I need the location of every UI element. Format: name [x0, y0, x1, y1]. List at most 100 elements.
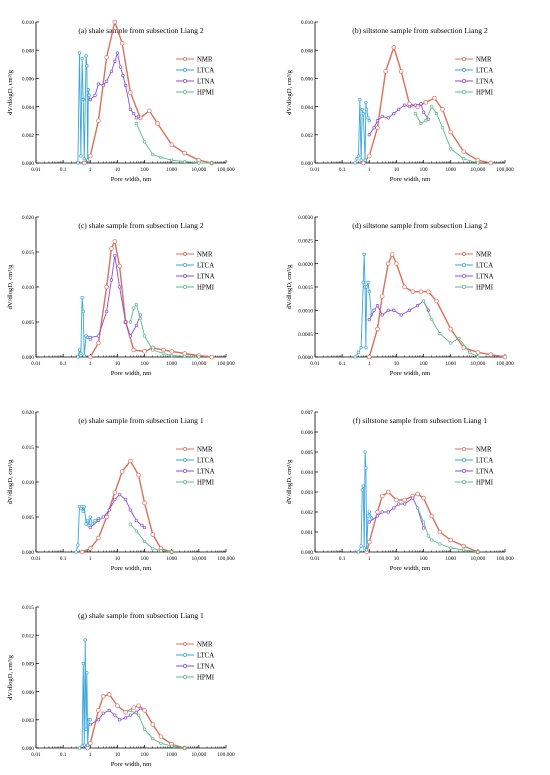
data-point — [367, 539, 372, 545]
x-tick-label: 10 — [115, 752, 121, 758]
data-point — [128, 713, 133, 717]
data-point — [421, 110, 426, 114]
legend-marker — [183, 68, 187, 72]
x-tick-label: 100,000 — [496, 556, 514, 562]
data-point — [128, 90, 133, 95]
data-point — [96, 518, 101, 523]
data-point — [96, 334, 101, 338]
data-point — [392, 111, 396, 116]
data-point — [364, 346, 368, 350]
data-point — [93, 93, 97, 97]
data-point — [402, 497, 407, 503]
y-tick-label: 0.0030 — [298, 215, 313, 221]
data-point — [399, 313, 403, 317]
y-tick-label: 0.000 — [22, 746, 34, 752]
y-tick-label: 0.000 — [22, 355, 34, 361]
chart-panel-e: (e) shale sample from subsection Liang 1… — [7, 410, 235, 572]
legend-item-ltca: LTCA — [176, 67, 214, 74]
data-point — [128, 107, 133, 112]
x-tick-label: 0.01 — [310, 556, 320, 562]
data-point — [360, 107, 364, 112]
y-tick-label: 0.010 — [22, 285, 34, 291]
series-hpmi — [413, 104, 480, 165]
x-tick-label: 1000 — [166, 752, 177, 758]
x-tick-label: 0.1 — [60, 556, 67, 562]
x-tick-label: 0.01 — [31, 752, 41, 758]
data-point — [147, 108, 152, 114]
chart-title: (e) shale sample from subsection Liang 1 — [78, 416, 203, 425]
x-tick-label: 10,000 — [191, 556, 206, 562]
series-line — [87, 693, 185, 749]
data-point — [88, 718, 92, 722]
data-point — [392, 308, 396, 312]
y-tick-label: 0.004 — [301, 105, 313, 111]
data-point — [136, 472, 141, 478]
legend-item-ltca: LTCA — [455, 67, 493, 74]
data-point — [402, 284, 407, 290]
legend-item-ltna: LTNA — [455, 273, 494, 280]
chart-title: (g) shale sample from subsection Liang 1 — [78, 611, 204, 620]
data-point — [386, 261, 391, 266]
data-point — [361, 160, 366, 166]
y-axis-label: dV/dlogD, cm³/g — [286, 459, 293, 505]
data-point — [159, 741, 163, 745]
x-tick-label: 10 — [115, 167, 121, 173]
series-ltca — [74, 504, 101, 554]
legend-item-hpmi: HPMI — [455, 479, 494, 486]
x-tick-label: 1 — [89, 556, 92, 562]
data-point — [476, 550, 480, 554]
data-point — [142, 349, 147, 354]
series-line — [135, 123, 212, 164]
series-ltna — [88, 51, 141, 120]
legend-item-ltna: LTNA — [176, 663, 215, 670]
data-point — [394, 261, 399, 266]
series-line — [79, 639, 91, 749]
y-tick-label: 0.012 — [22, 633, 34, 639]
data-point — [142, 334, 147, 338]
x-tick-label: 0.1 — [339, 556, 346, 562]
data-point — [353, 355, 357, 359]
series-nmr — [85, 692, 187, 751]
x-tick-label: 1000 — [166, 361, 177, 367]
data-point — [86, 88, 91, 92]
data-point — [367, 133, 371, 137]
x-tick-label: 1000 — [445, 556, 456, 562]
data-point — [359, 158, 363, 162]
data-point — [96, 535, 101, 541]
y-tick-label: 0.000 — [22, 550, 34, 556]
series-line — [81, 459, 172, 553]
data-point — [74, 550, 78, 554]
legend-marker — [183, 447, 187, 451]
data-point — [76, 161, 80, 165]
x-tick-label: 1 — [368, 167, 371, 173]
series-line — [417, 507, 478, 553]
data-point — [109, 69, 114, 73]
data-point — [170, 353, 174, 358]
x-tick-label: 1 — [89, 167, 92, 173]
data-point — [367, 153, 372, 159]
data-point — [429, 513, 434, 519]
data-point — [83, 638, 87, 642]
data-point — [88, 153, 93, 159]
legend-label: HPMI — [476, 284, 494, 291]
data-point — [386, 308, 390, 312]
legend-label: LTNA — [197, 78, 215, 85]
data-point — [421, 495, 426, 501]
data-point — [183, 159, 187, 164]
x-tick-label: 10,000 — [470, 361, 485, 367]
data-point — [128, 320, 133, 324]
legend-item-ltca: LTCA — [176, 262, 214, 269]
data-point — [402, 103, 407, 107]
y-tick-label: 0.0015 — [298, 285, 313, 291]
data-point — [476, 161, 480, 165]
data-point — [88, 546, 93, 551]
x-tick-label: 1000 — [166, 167, 177, 173]
legend-marker — [183, 469, 187, 473]
data-point — [142, 539, 147, 544]
legend-label: HPMI — [476, 89, 494, 96]
data-point — [364, 100, 368, 105]
data-point — [375, 125, 380, 130]
data-point — [113, 497, 117, 502]
data-point — [389, 252, 395, 257]
data-point — [197, 161, 201, 165]
